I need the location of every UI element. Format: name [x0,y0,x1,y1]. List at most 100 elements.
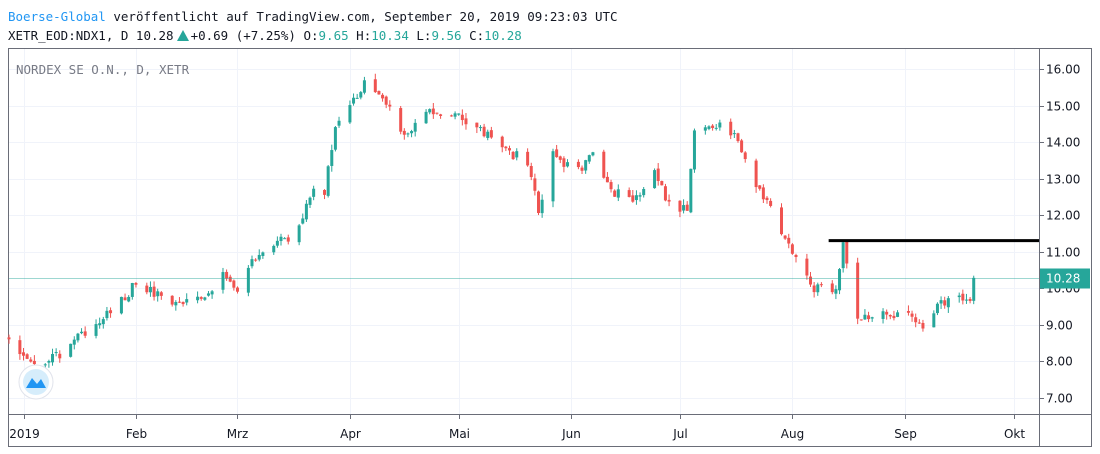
candle-body-117 [605,176,609,183]
candle-body-116 [602,151,606,178]
candle-27 [148,281,152,297]
candle-160 [819,282,823,288]
candle-48 [254,258,258,262]
candle-121 [627,187,631,198]
candle-161 [830,280,834,295]
candle-144 [740,138,744,153]
candle-body-71 [373,79,377,93]
candle-150 [769,198,773,208]
candle-body-92 [478,127,482,129]
candle-158 [812,282,816,298]
candle-body-78 [406,133,410,135]
candle-109 [562,156,566,173]
price-tick-1: 8.00 [1046,355,1073,369]
candle-133 [685,201,689,211]
candle-54 [283,237,287,240]
candle-body-156 [805,258,809,276]
candle-23 [127,295,131,303]
candle-body-145 [743,152,747,160]
candle-body-66 [348,105,352,123]
candle-32 [174,300,178,311]
candle-body-94 [486,131,490,138]
candle-body-146 [754,160,758,188]
candle-body-174 [892,315,896,319]
candle-8 [51,348,55,366]
candle-117 [605,172,609,183]
candle-body-37 [199,297,203,299]
candle-184 [943,296,947,309]
candle-body-102 [529,166,533,178]
candle-97 [504,145,508,152]
candle-7 [47,359,51,368]
candle-body-114 [587,155,591,162]
candle-104 [537,190,541,216]
candle-87 [453,111,457,120]
candle-172 [885,309,889,320]
candle-16 [94,319,98,339]
brand-link[interactable]: Boerse-Global [8,9,106,24]
candle-77 [402,128,406,140]
candle-body-6 [43,364,47,366]
last-price-label [1040,268,1090,289]
candle-body-151 [780,207,783,235]
time-axis-labels: 2019 Feb Mrz Apr Mai Jun Jul Aug Sep Okt [9,414,1025,441]
candle-body-63 [330,150,334,166]
candle-body-23 [127,296,131,302]
candle-171 [881,308,885,324]
candle-138 [711,124,715,131]
candle-body-120 [616,189,620,198]
candle-96 [500,135,504,153]
candle-51 [272,244,276,255]
candle-137 [707,125,711,131]
candle-88 [457,113,461,116]
candle-26 [145,282,149,295]
candle-body-161 [830,283,834,293]
candle-body-64 [333,127,337,150]
candle-73 [381,93,385,102]
tradingview-logo-icon[interactable] [18,364,54,400]
candle-body-55 [286,237,290,242]
candle-body-129 [663,186,667,201]
candle-body-77 [402,130,406,135]
price-tick-2: 9.00 [1046,319,1073,333]
candle-body-40 [210,291,214,295]
candle-body-138 [711,125,715,129]
candle-body-141 [729,121,733,136]
candle-body-123 [634,195,638,201]
candle-body-8 [51,353,55,363]
candle-body-57 [301,218,305,224]
candle-body-158 [812,285,816,293]
open-value: 9.65 [318,28,349,43]
candle-body-4 [29,359,33,362]
candle-body-166 [856,262,860,319]
candle-57 [301,213,305,225]
candle-132 [682,199,686,214]
candle-body-96 [500,136,504,148]
candle-164 [841,241,845,273]
candle-127 [656,163,660,186]
candle-body-167 [859,319,863,321]
candle-body-46 [246,267,250,293]
candle-130 [667,194,671,207]
candle-body-189 [968,298,972,301]
candle-body-162 [834,289,838,294]
time-tick-0: 2019 [9,427,40,441]
candle-42 [225,269,229,281]
candle-body-3 [25,354,29,359]
candle-13 [76,332,80,343]
candle-31 [170,295,174,307]
time-tick-8: Sep [894,427,917,441]
candle-163 [838,268,842,295]
candle-body-44 [232,280,236,288]
candle-72 [377,90,381,95]
candle-114 [587,154,591,164]
candle-142 [732,129,736,139]
candle-body-17 [98,323,102,326]
candle-body-10 [58,353,62,359]
candle-body-83 [431,108,435,115]
candle-187 [961,289,965,305]
candle-178 [914,313,918,328]
candle-body-106 [551,151,555,202]
candle-166 [856,257,860,325]
